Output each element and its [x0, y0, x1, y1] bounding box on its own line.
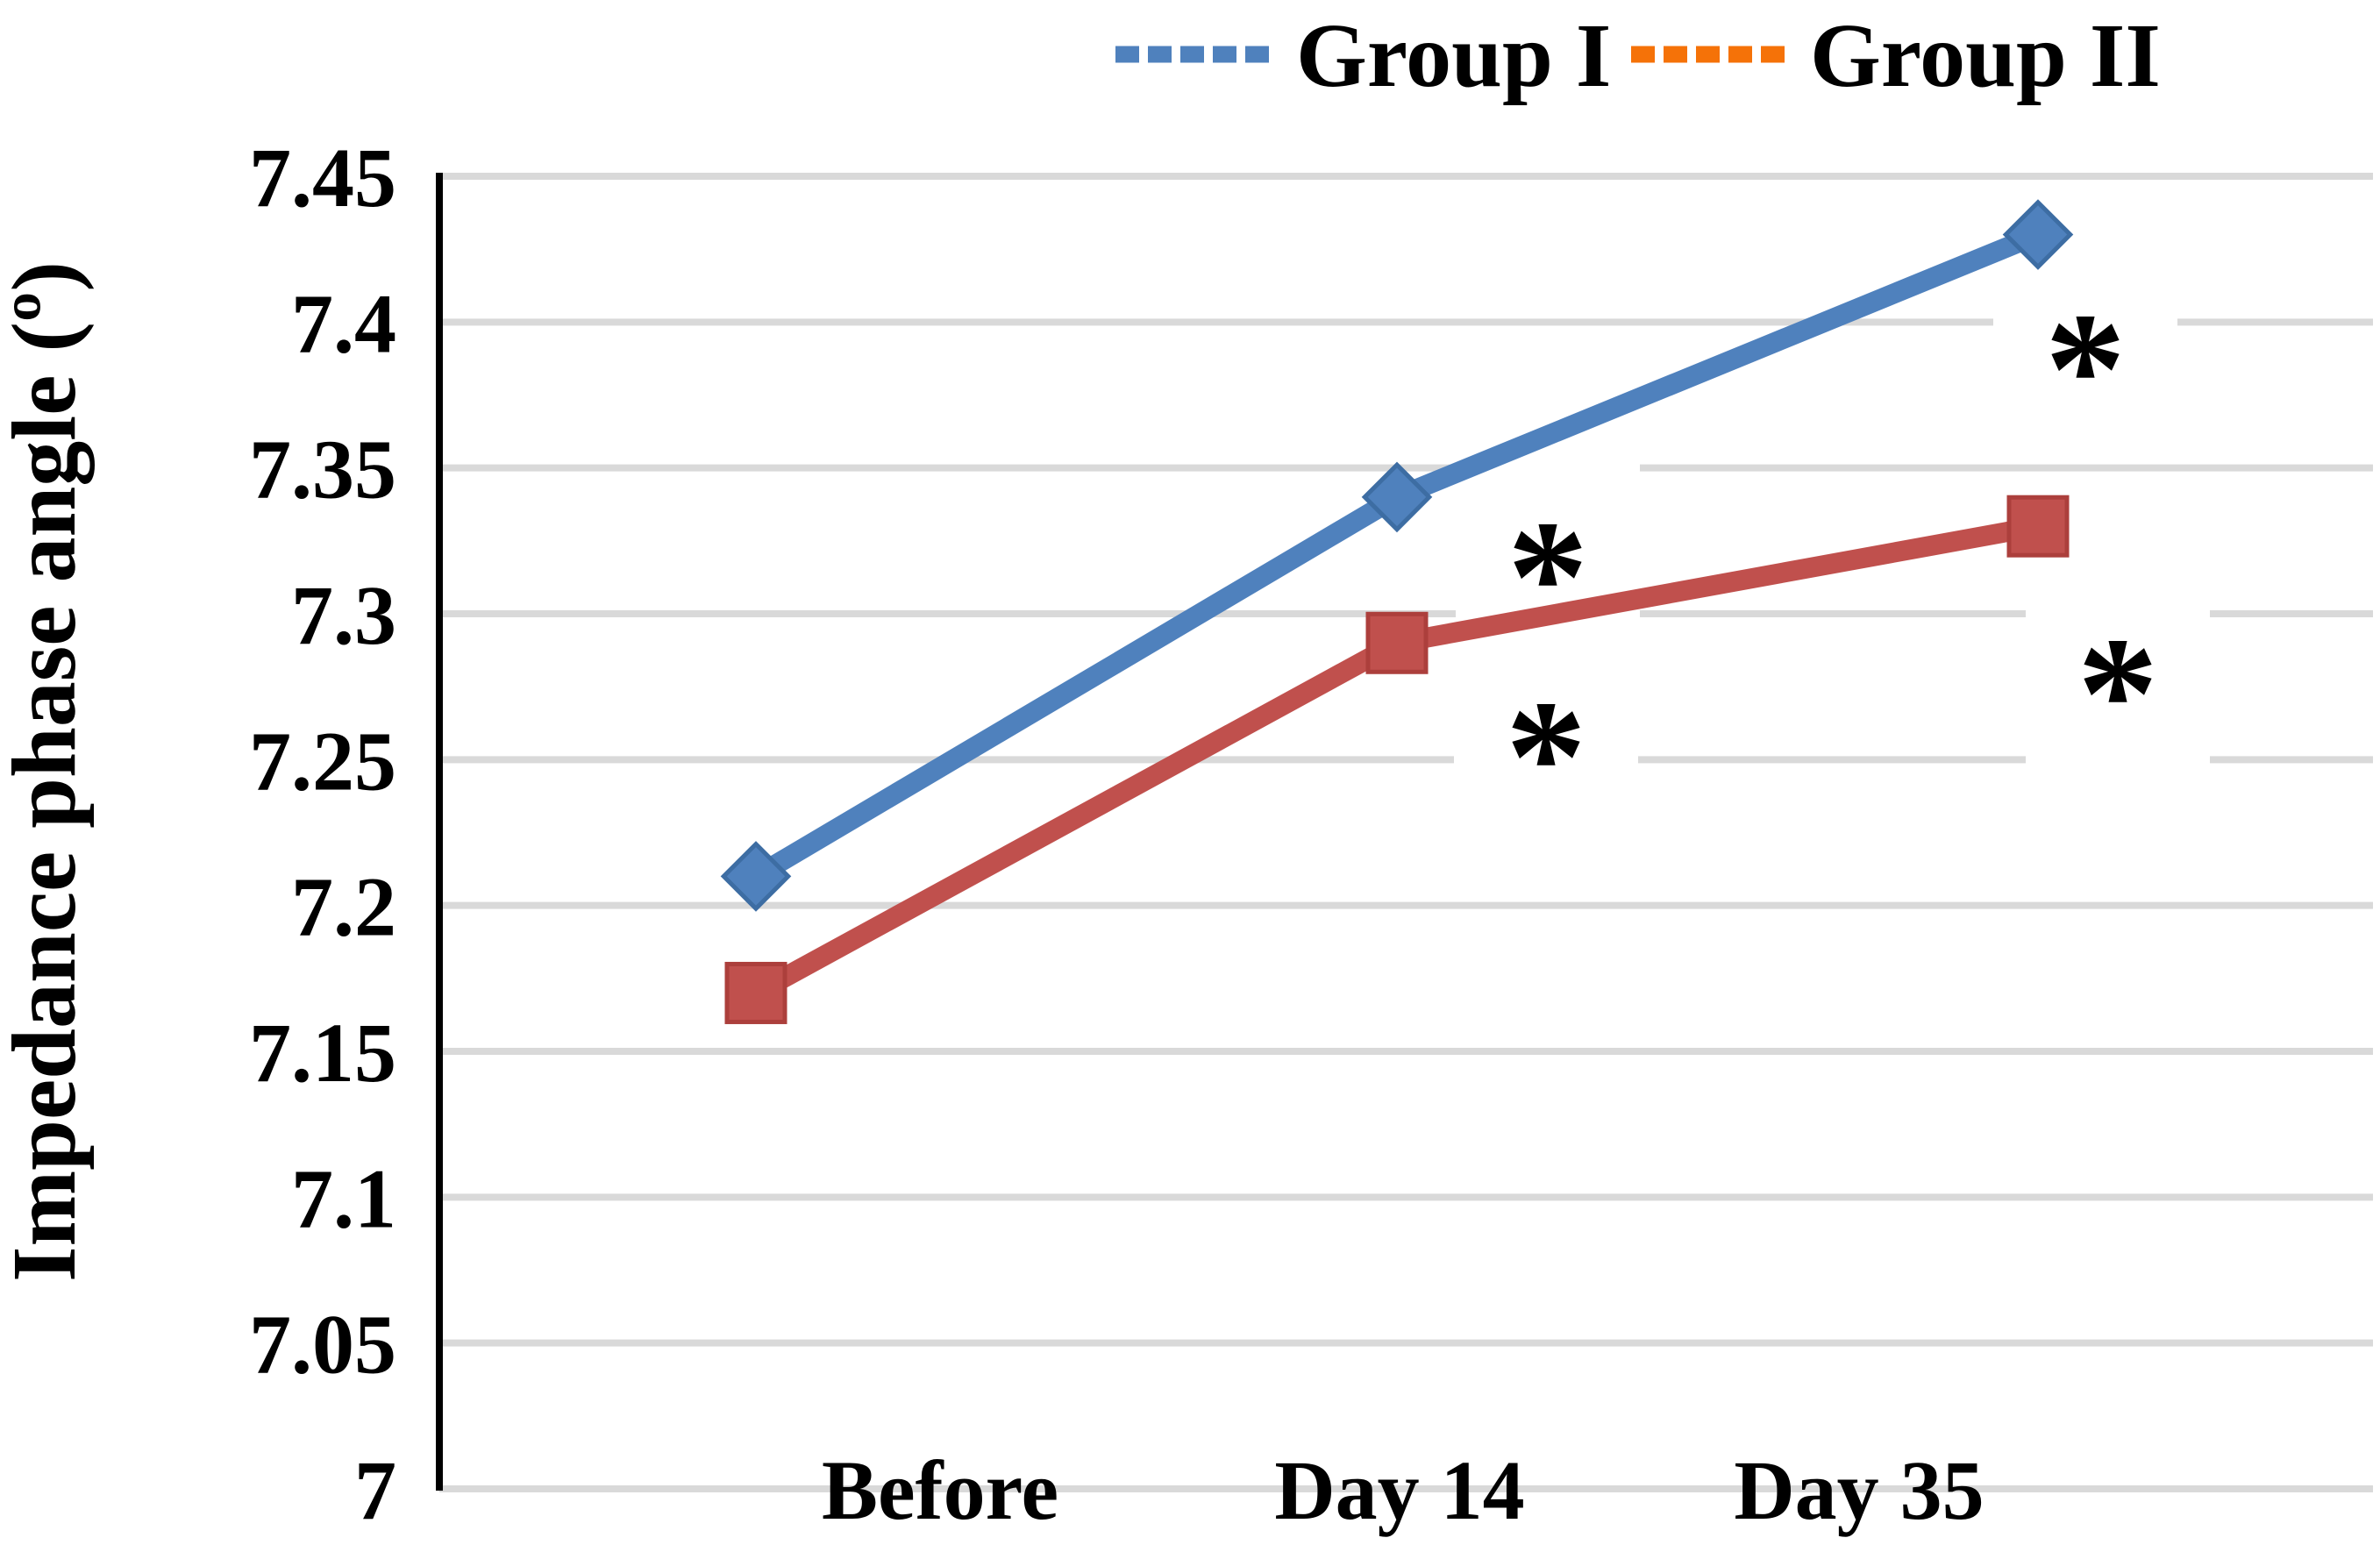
x-category-label: Day 14: [1274, 1443, 1524, 1537]
y-axis-title: Impedance phase angle (º): [0, 261, 95, 1282]
y-tick-label: 7.15: [249, 1006, 396, 1100]
x-axis-category-labels: Before Day 14 Day 35: [822, 1443, 1985, 1537]
legend-label-group-2: Group II: [1810, 5, 2161, 106]
x-category-label: Day 35: [1734, 1443, 1984, 1537]
y-tick-label: 7.05: [249, 1298, 396, 1392]
annotation-label-box: [1993, 248, 2177, 445]
y-tick-label: 7.3: [291, 568, 396, 662]
y-axis-line: [436, 173, 443, 1491]
annotation-label-box: [2026, 573, 2210, 769]
square-marker: [1365, 611, 1429, 674]
significance-asterisk: *: [1506, 667, 1587, 847]
diamond-marker: [2002, 199, 2074, 270]
y-tick-label: 7.45: [249, 131, 396, 224]
diamond-marker: [1361, 461, 1433, 533]
y-tick-label: 7.35: [249, 423, 396, 516]
diamond-marker: [720, 841, 792, 912]
annotation-label-boxes: [1454, 248, 2210, 832]
significance-asterisk: *: [1507, 488, 1589, 667]
square-marker: [724, 961, 787, 1024]
significance-asterisk: *: [2045, 280, 2127, 459]
gridlines: [439, 173, 2373, 1492]
y-tick-label: 7.25: [249, 714, 396, 808]
legend-item-group-2: Group II: [1631, 5, 2161, 106]
y-tick-label: 7.4: [291, 276, 396, 370]
legend: Group I Group II: [1115, 5, 2161, 106]
legend-label-group-1: Group I: [1296, 5, 1611, 106]
y-tick-label: 7.2: [291, 860, 396, 954]
y-tick-label: 7: [354, 1443, 396, 1537]
square-marker: [2006, 495, 2070, 558]
legend-item-group-1: Group I: [1115, 5, 1611, 106]
y-axis-tick-labels: 7 7.05 7.1 7.15 7.2 7.25 7.3 7.35 7.4 7.45: [249, 131, 396, 1537]
y-tick-label: 7.1: [291, 1151, 396, 1245]
significance-asterisk: *: [2077, 604, 2159, 784]
annotation-label-box: [1454, 636, 1638, 832]
data-series: [720, 199, 2074, 1024]
significance-asterisks: ****: [1506, 280, 2159, 847]
x-category-label: Before: [822, 1443, 1058, 1537]
